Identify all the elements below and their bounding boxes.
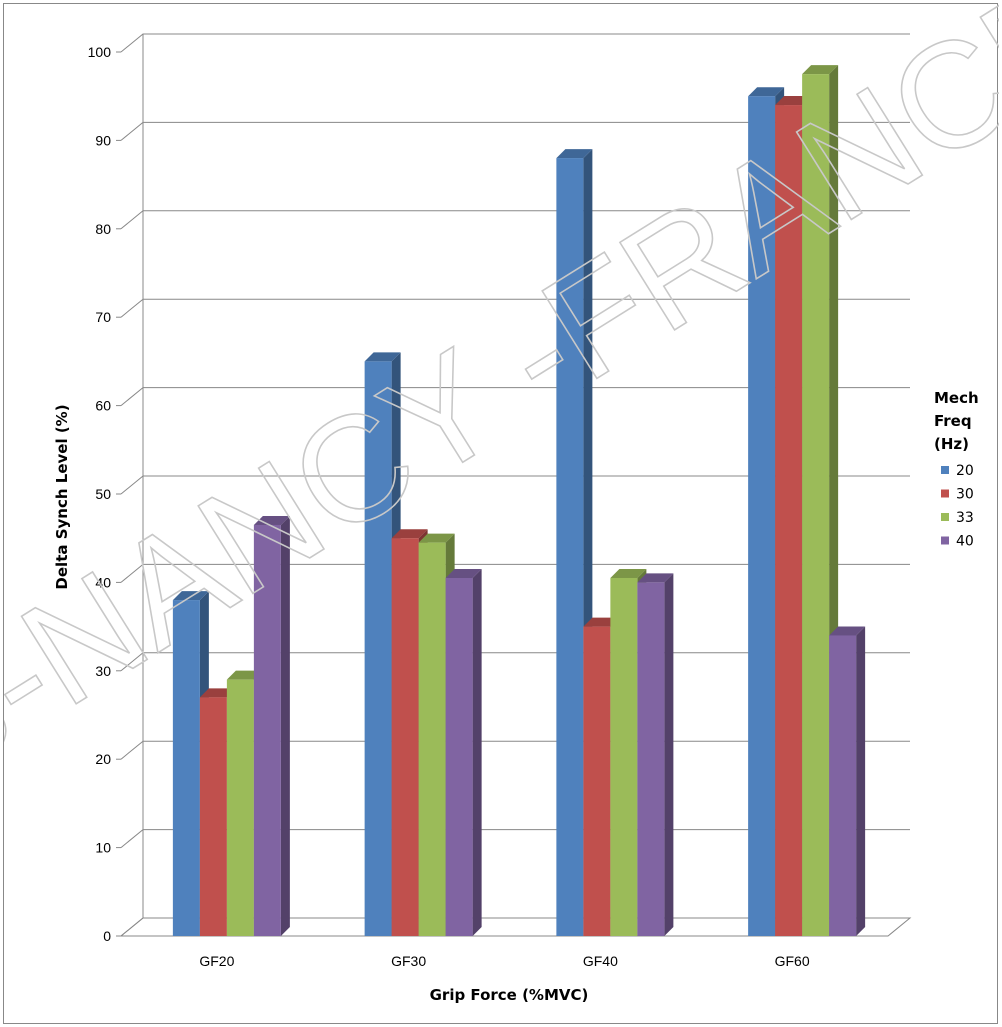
legend-item: 33 — [941, 510, 974, 526]
y-tick-label: 100 — [88, 44, 112, 60]
legend-title-line: Mech — [934, 389, 979, 407]
y-tick-label: 70 — [95, 309, 111, 325]
x-tick-label: GF20 — [199, 953, 234, 969]
legend-item: 20 — [941, 463, 974, 479]
legend-label: 20 — [956, 463, 974, 479]
legend-label: 30 — [956, 487, 974, 503]
x-axis-title: Grip Force (%MVC) — [430, 986, 589, 1004]
bar — [253, 515, 290, 936]
y-tick-label: 60 — [95, 398, 111, 414]
gridline — [120, 387, 910, 406]
legend-swatch — [941, 489, 949, 498]
legend-swatch — [941, 536, 949, 545]
y-axis-ticks: 0 10 20 30 40 50 60 70 80 90 100 — [88, 44, 121, 944]
bar — [445, 568, 482, 936]
y-tick-label: 20 — [95, 751, 111, 767]
y-tick-label: 30 — [95, 663, 111, 679]
x-tick-label: GF30 — [391, 953, 426, 969]
legend-title-line: (Hz) — [934, 435, 969, 453]
legend-label: 40 — [956, 534, 974, 550]
x-tick-label: GF60 — [775, 953, 810, 969]
bar — [637, 573, 674, 936]
gridline — [120, 475, 910, 495]
y-tick-label: 50 — [95, 486, 111, 502]
y-tick-label: 10 — [95, 840, 111, 856]
legend-swatch — [941, 513, 949, 521]
gridline — [120, 563, 910, 583]
gridline — [120, 33, 910, 53]
y-tick-label: 40 — [95, 574, 111, 590]
y-tick-label: 90 — [95, 132, 111, 148]
legend: Mech Freq (Hz) 20 30 33 40 — [934, 389, 979, 550]
gridline — [120, 210, 910, 230]
legend-item: 40 — [941, 534, 974, 550]
y-tick-label: 0 — [103, 928, 111, 944]
gridline — [120, 121, 910, 141]
bars — [172, 65, 866, 937]
legend-label: 33 — [956, 510, 974, 526]
legend-title-line: Freq — [934, 412, 972, 430]
y-tick-label: 80 — [95, 221, 111, 237]
x-axis-ticks: GF20 GF30 GF40 GF60 — [199, 953, 809, 969]
legend-swatch — [941, 466, 949, 474]
chart-frame: 0 10 20 30 40 50 60 70 80 90 100 GF20 GF30 GF40 GF60 … — [3, 3, 999, 1024]
bar — [829, 626, 866, 936]
y-axis-title: Delta Synch Level (%) — [53, 404, 71, 589]
x-tick-label: GF40 — [583, 953, 618, 969]
gridline — [120, 298, 910, 318]
legend-item: 30 — [941, 487, 974, 503]
